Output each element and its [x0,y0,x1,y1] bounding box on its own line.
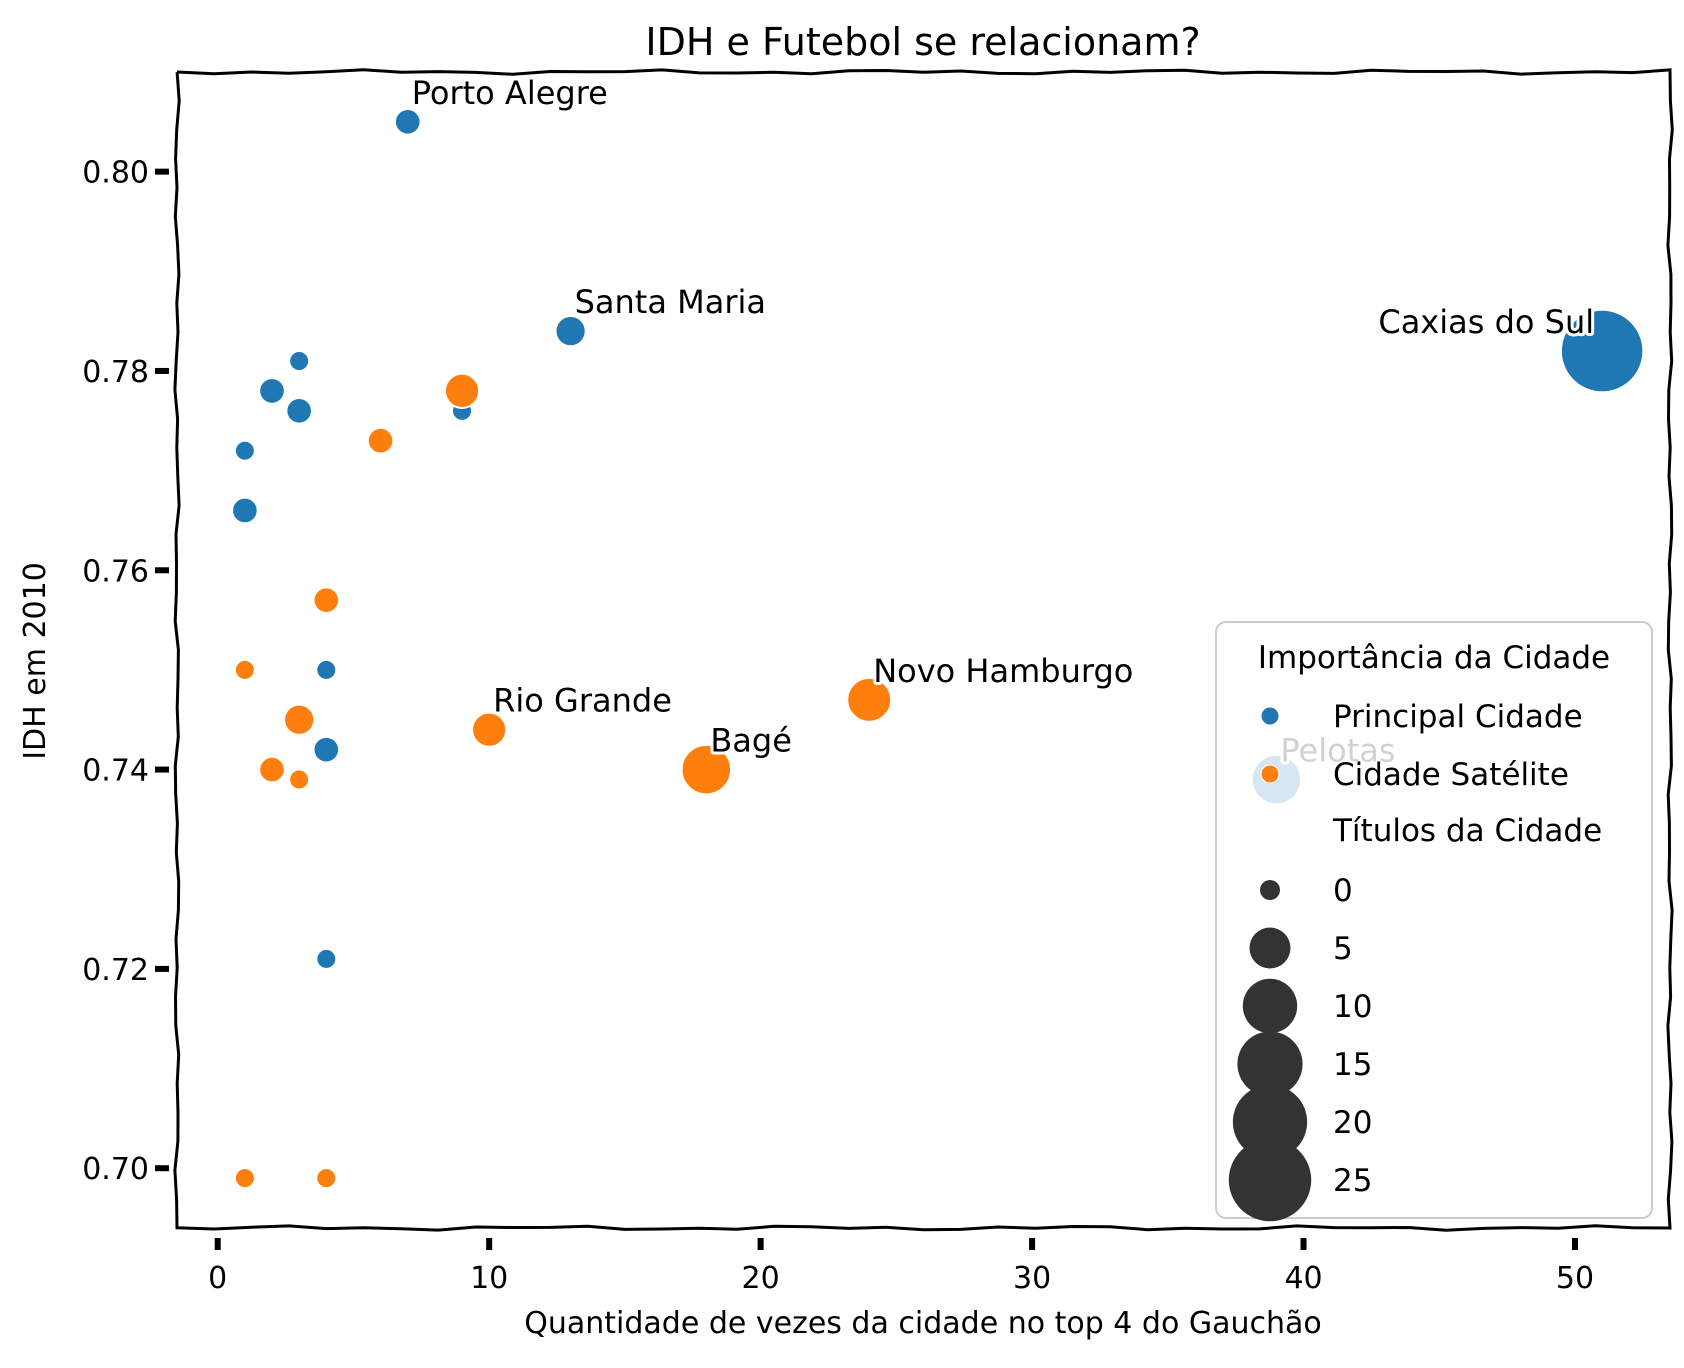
legend-size-label: 0 [1333,873,1353,909]
data-point [471,711,508,748]
x-axis-label: Quantidade de vezes da cidade no top 4 d… [524,1306,1322,1341]
x-tick-label: 50 [1556,1261,1594,1296]
y-tick-label: 0.78 [82,355,149,390]
y-tick-label: 0.80 [82,156,149,191]
y-axis: 0.70 0.72 0.74 0.76 0.78 0.80 [82,156,169,1187]
data-point [288,768,311,791]
legend-size-label: 25 [1333,1163,1372,1199]
data-point [315,947,338,970]
point-annotation: Caxias do Sul [1378,303,1594,341]
legend-hue-marker [1260,764,1280,784]
point-annotation: Novo Hamburgo [873,652,1133,690]
legend-size-label: 20 [1333,1105,1372,1141]
point-annotation: Porto Alegre [412,74,608,112]
plot-frame-border [173,68,1674,1232]
legend-size-label: 10 [1333,989,1372,1025]
data-point [233,1167,256,1190]
data-point [288,350,311,372]
legend-hue-items: Principal Cidade Cidade Satélite [1260,699,1583,793]
data-point [312,735,341,764]
data-point [443,372,481,409]
data-point [312,586,341,614]
legend-size-items: 0 5 10 15 20 25 [1228,873,1372,1222]
data-point [283,703,316,736]
x-tick-label: 10 [470,1261,508,1296]
legend-size-label: 15 [1333,1047,1372,1083]
legend-hue-label: Cidade Satélite [1333,757,1569,793]
y-tick-label: 0.76 [82,554,149,589]
data-point [258,377,286,405]
x-tick-label: 20 [742,1261,780,1296]
data-point [233,658,256,681]
data-point [285,397,313,425]
legend-size-marker [1228,1138,1312,1222]
legend-size-marker [1232,1084,1308,1160]
x-tick-label: 0 [208,1261,227,1296]
x-tick-label: 30 [1013,1261,1051,1296]
point-annotation: Santa Maria [575,283,766,321]
data-point [393,108,422,136]
chart-title: IDH e Futebol se relacionam? [645,20,1200,64]
data-point [846,676,893,723]
legend-size-marker [1242,978,1298,1034]
y-tick-label: 0.74 [82,754,149,789]
data-point [680,743,733,796]
x-tick-label: 40 [1284,1261,1322,1296]
y-tick-label: 0.72 [82,953,149,988]
legend-box [1215,621,1653,1219]
data-point [366,426,395,455]
legend-size-title: Títulos da Cidade [1332,813,1602,849]
legend-hue-label: Principal Cidade [1333,699,1583,735]
data-point [315,658,338,681]
data-point [233,439,256,462]
legend-hue-title: Importância da Cidade [1258,640,1610,676]
data-point [231,496,259,525]
legend-hue-marker [1260,706,1280,726]
data-point [315,1167,338,1190]
point-annotation: Bagé [710,722,792,760]
x-axis: 0 10 20 30 40 50 [208,1238,1594,1296]
plot-frame [173,68,1674,1232]
legend: Importância da Cidade Principal Cidade Ci… [1215,621,1653,1222]
point-annotation: Rio Grande [493,682,672,720]
y-axis-label: IDH em 2010 [18,562,53,760]
legend-size-marker [1260,880,1280,900]
legend-size-marker [1237,1031,1303,1097]
data-point [554,315,587,348]
legend-size-marker [1249,927,1291,969]
y-tick-label: 0.70 [82,1152,149,1187]
legend-size-label: 5 [1333,931,1353,967]
data-point [1559,308,1645,394]
data-point [258,755,286,784]
